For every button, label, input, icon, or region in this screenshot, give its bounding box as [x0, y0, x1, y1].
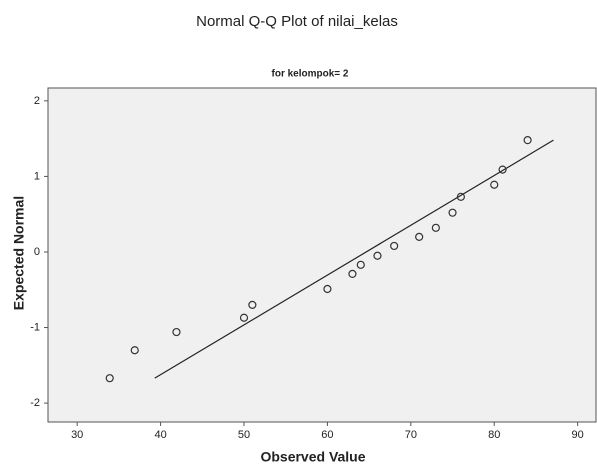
data-point	[172, 327, 181, 337]
x-tick-label: 60	[321, 429, 333, 441]
data-point	[239, 313, 249, 322]
x-tick-label: 30	[71, 429, 83, 441]
data-point	[373, 251, 382, 260]
x-tick-label: 80	[488, 429, 500, 441]
chart-subtitle: for kelompok= 2	[272, 69, 349, 80]
y-tick-label: 2	[34, 95, 40, 107]
y-tick-label: 0	[34, 246, 40, 258]
data-point	[248, 300, 257, 309]
y-axis-label: Expected Normal	[11, 196, 27, 310]
chart-title: Normal Q-Q Plot of nilai_kelas	[196, 13, 398, 30]
data-point	[390, 241, 399, 251]
x-tick-label: 90	[572, 429, 584, 441]
data-point	[323, 284, 332, 294]
y-tick-label: 1	[34, 170, 40, 182]
y-tick-label: -1	[30, 321, 40, 333]
y-tick-label: -2	[30, 397, 40, 409]
data-point	[456, 192, 465, 201]
reference-line	[154, 139, 554, 379]
data-point	[348, 269, 357, 278]
data-point	[130, 346, 139, 355]
data-point	[490, 180, 499, 189]
x-tick-label: 70	[405, 429, 417, 441]
x-tick-label: 50	[238, 429, 250, 441]
x-axis-label: Observed Value	[260, 449, 365, 465]
data-point	[448, 208, 457, 217]
data-point	[523, 136, 532, 145]
plot-area	[47, 87, 597, 423]
data-point	[431, 223, 440, 232]
data-point	[105, 374, 114, 383]
data-point	[415, 232, 424, 241]
x-tick-label: 40	[154, 429, 166, 441]
data-point	[356, 260, 365, 269]
data-point	[498, 165, 507, 174]
